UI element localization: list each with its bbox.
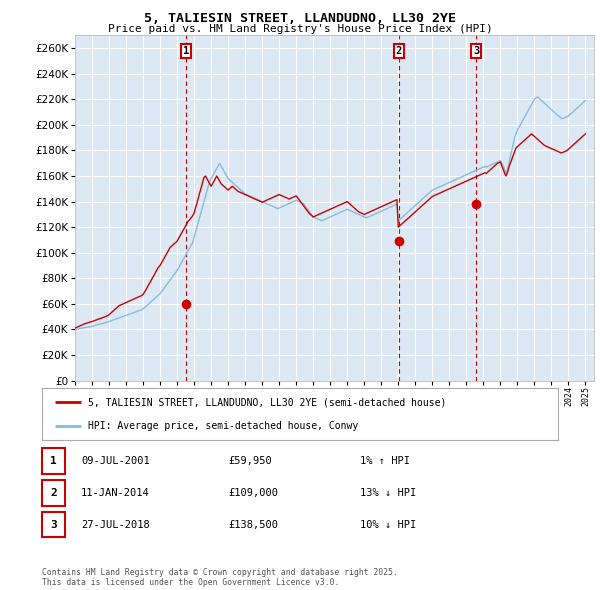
Text: 5, TALIESIN STREET, LLANDUDNO, LL30 2YE (semi-detached house): 5, TALIESIN STREET, LLANDUDNO, LL30 2YE … [88, 397, 447, 407]
Text: 1: 1 [183, 46, 189, 56]
Text: 3: 3 [50, 520, 57, 529]
Text: 27-JUL-2018: 27-JUL-2018 [81, 520, 150, 530]
Text: £59,950: £59,950 [228, 457, 272, 466]
Text: Price paid vs. HM Land Registry's House Price Index (HPI): Price paid vs. HM Land Registry's House … [107, 24, 493, 34]
Text: 1: 1 [183, 46, 189, 56]
Text: 5, TALIESIN STREET, LLANDUDNO, LL30 2YE: 5, TALIESIN STREET, LLANDUDNO, LL30 2YE [144, 12, 456, 25]
Text: HPI: Average price, semi-detached house, Conwy: HPI: Average price, semi-detached house,… [88, 421, 359, 431]
Text: 09-JUL-2001: 09-JUL-2001 [81, 457, 150, 466]
Text: 2: 2 [50, 488, 57, 497]
Text: 11-JAN-2014: 11-JAN-2014 [81, 489, 150, 498]
Text: £109,000: £109,000 [228, 489, 278, 498]
Text: 13% ↓ HPI: 13% ↓ HPI [360, 489, 416, 498]
Text: 3: 3 [473, 46, 479, 56]
Text: 1: 1 [50, 456, 57, 466]
Text: 2: 2 [395, 46, 402, 56]
Text: 10% ↓ HPI: 10% ↓ HPI [360, 520, 416, 530]
Text: 1% ↑ HPI: 1% ↑ HPI [360, 457, 410, 466]
Text: £138,500: £138,500 [228, 520, 278, 530]
Text: 3: 3 [473, 46, 479, 56]
Text: Contains HM Land Registry data © Crown copyright and database right 2025.
This d: Contains HM Land Registry data © Crown c… [42, 568, 398, 587]
Text: 2: 2 [395, 46, 402, 56]
